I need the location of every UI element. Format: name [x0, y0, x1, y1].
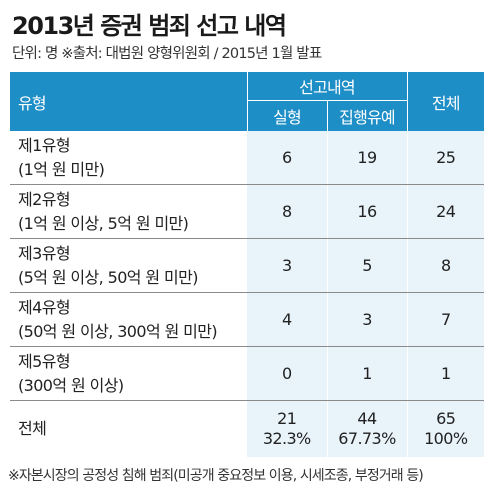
type-range: (5억 원 이상, 50억 원 미만): [18, 267, 199, 287]
footnote: ※자본시장의 공정성 침해 범죄(미공개 중요정보 이용, 시세조종, 부정거래…: [8, 468, 424, 484]
imprisonment-cell: 4: [247, 292, 327, 347]
table-row: 제1유형 (1억 원 미만) 6 19 25: [10, 131, 484, 185]
total-row-label: 전체: [18, 419, 47, 438]
type-range: (1억 원 이상, 5억 원 미만): [18, 213, 189, 233]
probation-cell: 5: [326, 238, 408, 293]
type-name: 제3유형: [18, 243, 71, 263]
total-imprisonment-count: 21: [277, 409, 297, 428]
type-name: 제2유형: [18, 189, 71, 209]
total-cell: 7: [407, 292, 484, 347]
type-range: (300억 원 이상): [18, 375, 124, 395]
probation-cell: 3: [326, 292, 408, 347]
sentencing-table: 유형 선고내역 전체 실형 집행유예 제1유형 (1억 원 미만) 6 19 25…: [10, 72, 484, 457]
total-imprisonment-cell: 21 32.3%: [247, 400, 327, 457]
total-cell: 24: [407, 184, 484, 239]
total-probation-count: 44: [357, 409, 377, 428]
row-label: 제4유형 (50억 원 이상, 300억 원 미만): [10, 292, 247, 347]
table-row: 제2유형 (1억 원 이상, 5억 원 미만) 8 16 24: [10, 184, 484, 239]
total-imprisonment-pct: 32.3%: [262, 429, 311, 448]
grand-total-count: 65: [436, 409, 456, 428]
row-label: 제2유형 (1억 원 이상, 5억 원 미만): [10, 184, 247, 239]
row-label: 제5유형 (300억 원 이상): [10, 346, 247, 401]
header-total: 전체: [406, 72, 484, 131]
row-label: 제3유형 (5억 원 이상, 50억 원 미만): [10, 238, 247, 293]
chart-subtitle: 단위: 명 ※출처: 대법원 양형위원회 / 2015년 1월 발표: [12, 46, 322, 62]
type-name: 제5유형: [18, 351, 71, 371]
total-cell: 8: [407, 238, 484, 293]
header-imprisonment: 실형: [246, 100, 327, 131]
imprisonment-cell: 8: [247, 184, 327, 239]
table-row: 제4유형 (50억 원 이상, 300억 원 미만) 4 3 7: [10, 292, 484, 347]
type-name: 제4유형: [18, 297, 71, 317]
header-sentencing-group: 선고내역: [246, 72, 407, 101]
header-probation: 집행유예: [326, 100, 407, 131]
total-cell: 1: [407, 346, 484, 401]
chart-title: 2013년 증권 범죄 선고 내역: [12, 12, 287, 40]
table-row: 제3유형 (5억 원 이상, 50억 원 미만) 3 5 8: [10, 238, 484, 293]
type-range: (1억 원 미만): [18, 159, 105, 179]
total-probation-cell: 44 67.73%: [326, 400, 408, 457]
total-probation-pct: 67.73%: [338, 429, 396, 448]
total-row: 전체 21 32.3% 44 67.73% 65 100%: [10, 400, 484, 457]
table-row: 제5유형 (300억 원 이상) 0 1 1: [10, 346, 484, 401]
imprisonment-cell: 0: [247, 346, 327, 401]
row-label: 제1유형 (1억 원 미만): [10, 131, 247, 185]
grand-total-pct: 100%: [424, 429, 468, 448]
type-name: 제1유형: [18, 135, 71, 155]
probation-cell: 1: [326, 346, 408, 401]
header-type: 유형: [10, 72, 247, 131]
probation-cell: 19: [326, 131, 408, 185]
probation-cell: 16: [326, 184, 408, 239]
imprisonment-cell: 3: [247, 238, 327, 293]
total-cell: 25: [407, 131, 484, 185]
type-range: (50억 원 이상, 300억 원 미만): [18, 321, 218, 341]
imprisonment-cell: 6: [247, 131, 327, 185]
grand-total-cell: 65 100%: [407, 400, 484, 457]
